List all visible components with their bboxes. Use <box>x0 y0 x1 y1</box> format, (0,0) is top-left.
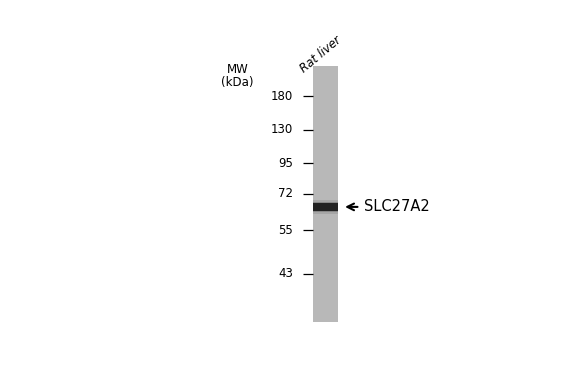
Bar <box>313 203 338 211</box>
Text: Rat liver: Rat liver <box>298 34 344 76</box>
Text: (kDa): (kDa) <box>221 76 254 89</box>
Text: 180: 180 <box>271 90 293 103</box>
Bar <box>313 66 338 322</box>
Text: 43: 43 <box>278 267 293 280</box>
Text: MW: MW <box>226 63 249 76</box>
Text: 95: 95 <box>278 157 293 170</box>
Bar <box>313 201 338 212</box>
Text: 72: 72 <box>278 187 293 200</box>
Bar <box>313 200 338 214</box>
Text: 130: 130 <box>271 123 293 136</box>
Text: SLC27A2: SLC27A2 <box>364 200 430 214</box>
Text: 55: 55 <box>278 224 293 237</box>
